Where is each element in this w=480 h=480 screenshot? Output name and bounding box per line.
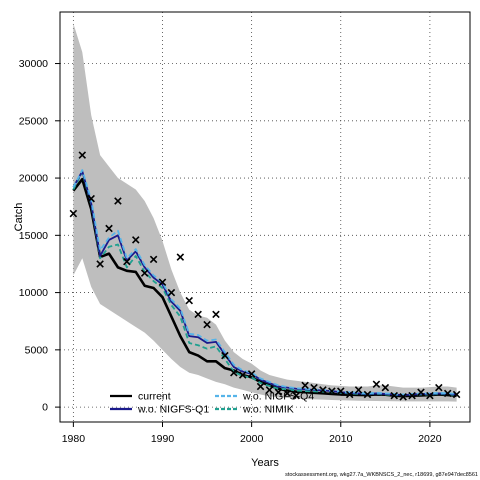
x-tick-label: 2010 <box>329 433 353 445</box>
observed-point <box>158 278 167 287</box>
observed-point <box>221 351 229 360</box>
observed-point <box>328 387 336 395</box>
observed-point <box>185 296 194 305</box>
observed-point <box>408 391 416 400</box>
x-axis-title: Years <box>251 457 279 469</box>
observed-point <box>274 388 283 396</box>
observed-point <box>354 386 363 394</box>
observed-point <box>399 393 407 401</box>
observed-point <box>283 389 292 398</box>
observed-point <box>194 310 202 319</box>
y-tick-label: 15000 <box>19 230 48 242</box>
observed-point <box>114 197 122 205</box>
confidence-band <box>73 23 457 402</box>
x-tick-label: 2000 <box>240 433 264 445</box>
observed-point <box>301 381 309 390</box>
observed-point <box>292 391 300 400</box>
observed-point <box>78 151 87 159</box>
y-tick-label: 5000 <box>25 344 49 356</box>
source-caption: stockassessment.org, wkg27.7a_WKBNSCS_2_… <box>285 472 478 478</box>
legend-label-current: current <box>138 391 171 403</box>
y-axis-title: Catch <box>13 203 25 232</box>
observed-point <box>87 194 95 203</box>
observed-point <box>230 368 238 377</box>
observed-point <box>203 320 211 329</box>
observed-point <box>149 255 158 264</box>
observed-point <box>417 388 425 396</box>
observed-point <box>265 386 274 394</box>
y-tick-label: 10000 <box>19 287 48 299</box>
observed-point <box>345 390 354 399</box>
observed-point <box>443 389 452 398</box>
uncertainty-band <box>73 23 457 402</box>
series-line-current <box>72 177 457 398</box>
plot-frame <box>59 11 471 423</box>
observed-point <box>123 257 131 266</box>
x-tick-label: 1980 <box>62 433 86 445</box>
y-tick-label: 30000 <box>19 58 48 70</box>
observed-point <box>319 386 327 394</box>
y-tick-label: 0 <box>42 402 48 414</box>
observed-point <box>96 260 104 268</box>
observed-point <box>176 253 185 261</box>
x-tick-label: 2020 <box>418 433 442 445</box>
legend-label-nigfsq1: w.o. NIGFS-Q1 <box>137 404 209 416</box>
observed-point <box>247 370 256 378</box>
observed-point <box>212 310 220 319</box>
observed-point <box>363 390 372 399</box>
observed-point <box>105 224 113 233</box>
observed-point <box>426 391 434 400</box>
y-axis: 0 5000 10000 15000 20000 25000 30000 <box>19 58 60 414</box>
y-tick-label: 25000 <box>19 115 48 127</box>
observed-point <box>452 390 461 399</box>
legend-label-nimik: w.o. NIMIK <box>242 404 294 416</box>
observed-point <box>435 383 443 392</box>
y-tick-label: 20000 <box>19 173 48 185</box>
observed-point <box>69 209 78 218</box>
legend-label-nigfsq4: w.o. NIGFS-Q4 <box>242 391 314 403</box>
observed-point <box>140 269 149 277</box>
observed-points <box>69 151 461 401</box>
x-axis: 1980 1990 2000 2010 2020 <box>62 422 442 445</box>
observed-point <box>256 382 265 391</box>
observed-point <box>372 380 381 388</box>
x-tick-label: 1990 <box>151 433 175 445</box>
legend: current w.o. NIGFS-Q4 w.o. NIGFS-Q1 w.o. NI… <box>110 391 314 416</box>
observed-point <box>390 391 399 400</box>
observed-point <box>238 371 247 379</box>
observed-point <box>381 383 390 392</box>
observed-point <box>131 236 140 244</box>
observed-point <box>310 383 318 392</box>
observed-point <box>167 288 176 297</box>
observed-point <box>336 387 345 395</box>
